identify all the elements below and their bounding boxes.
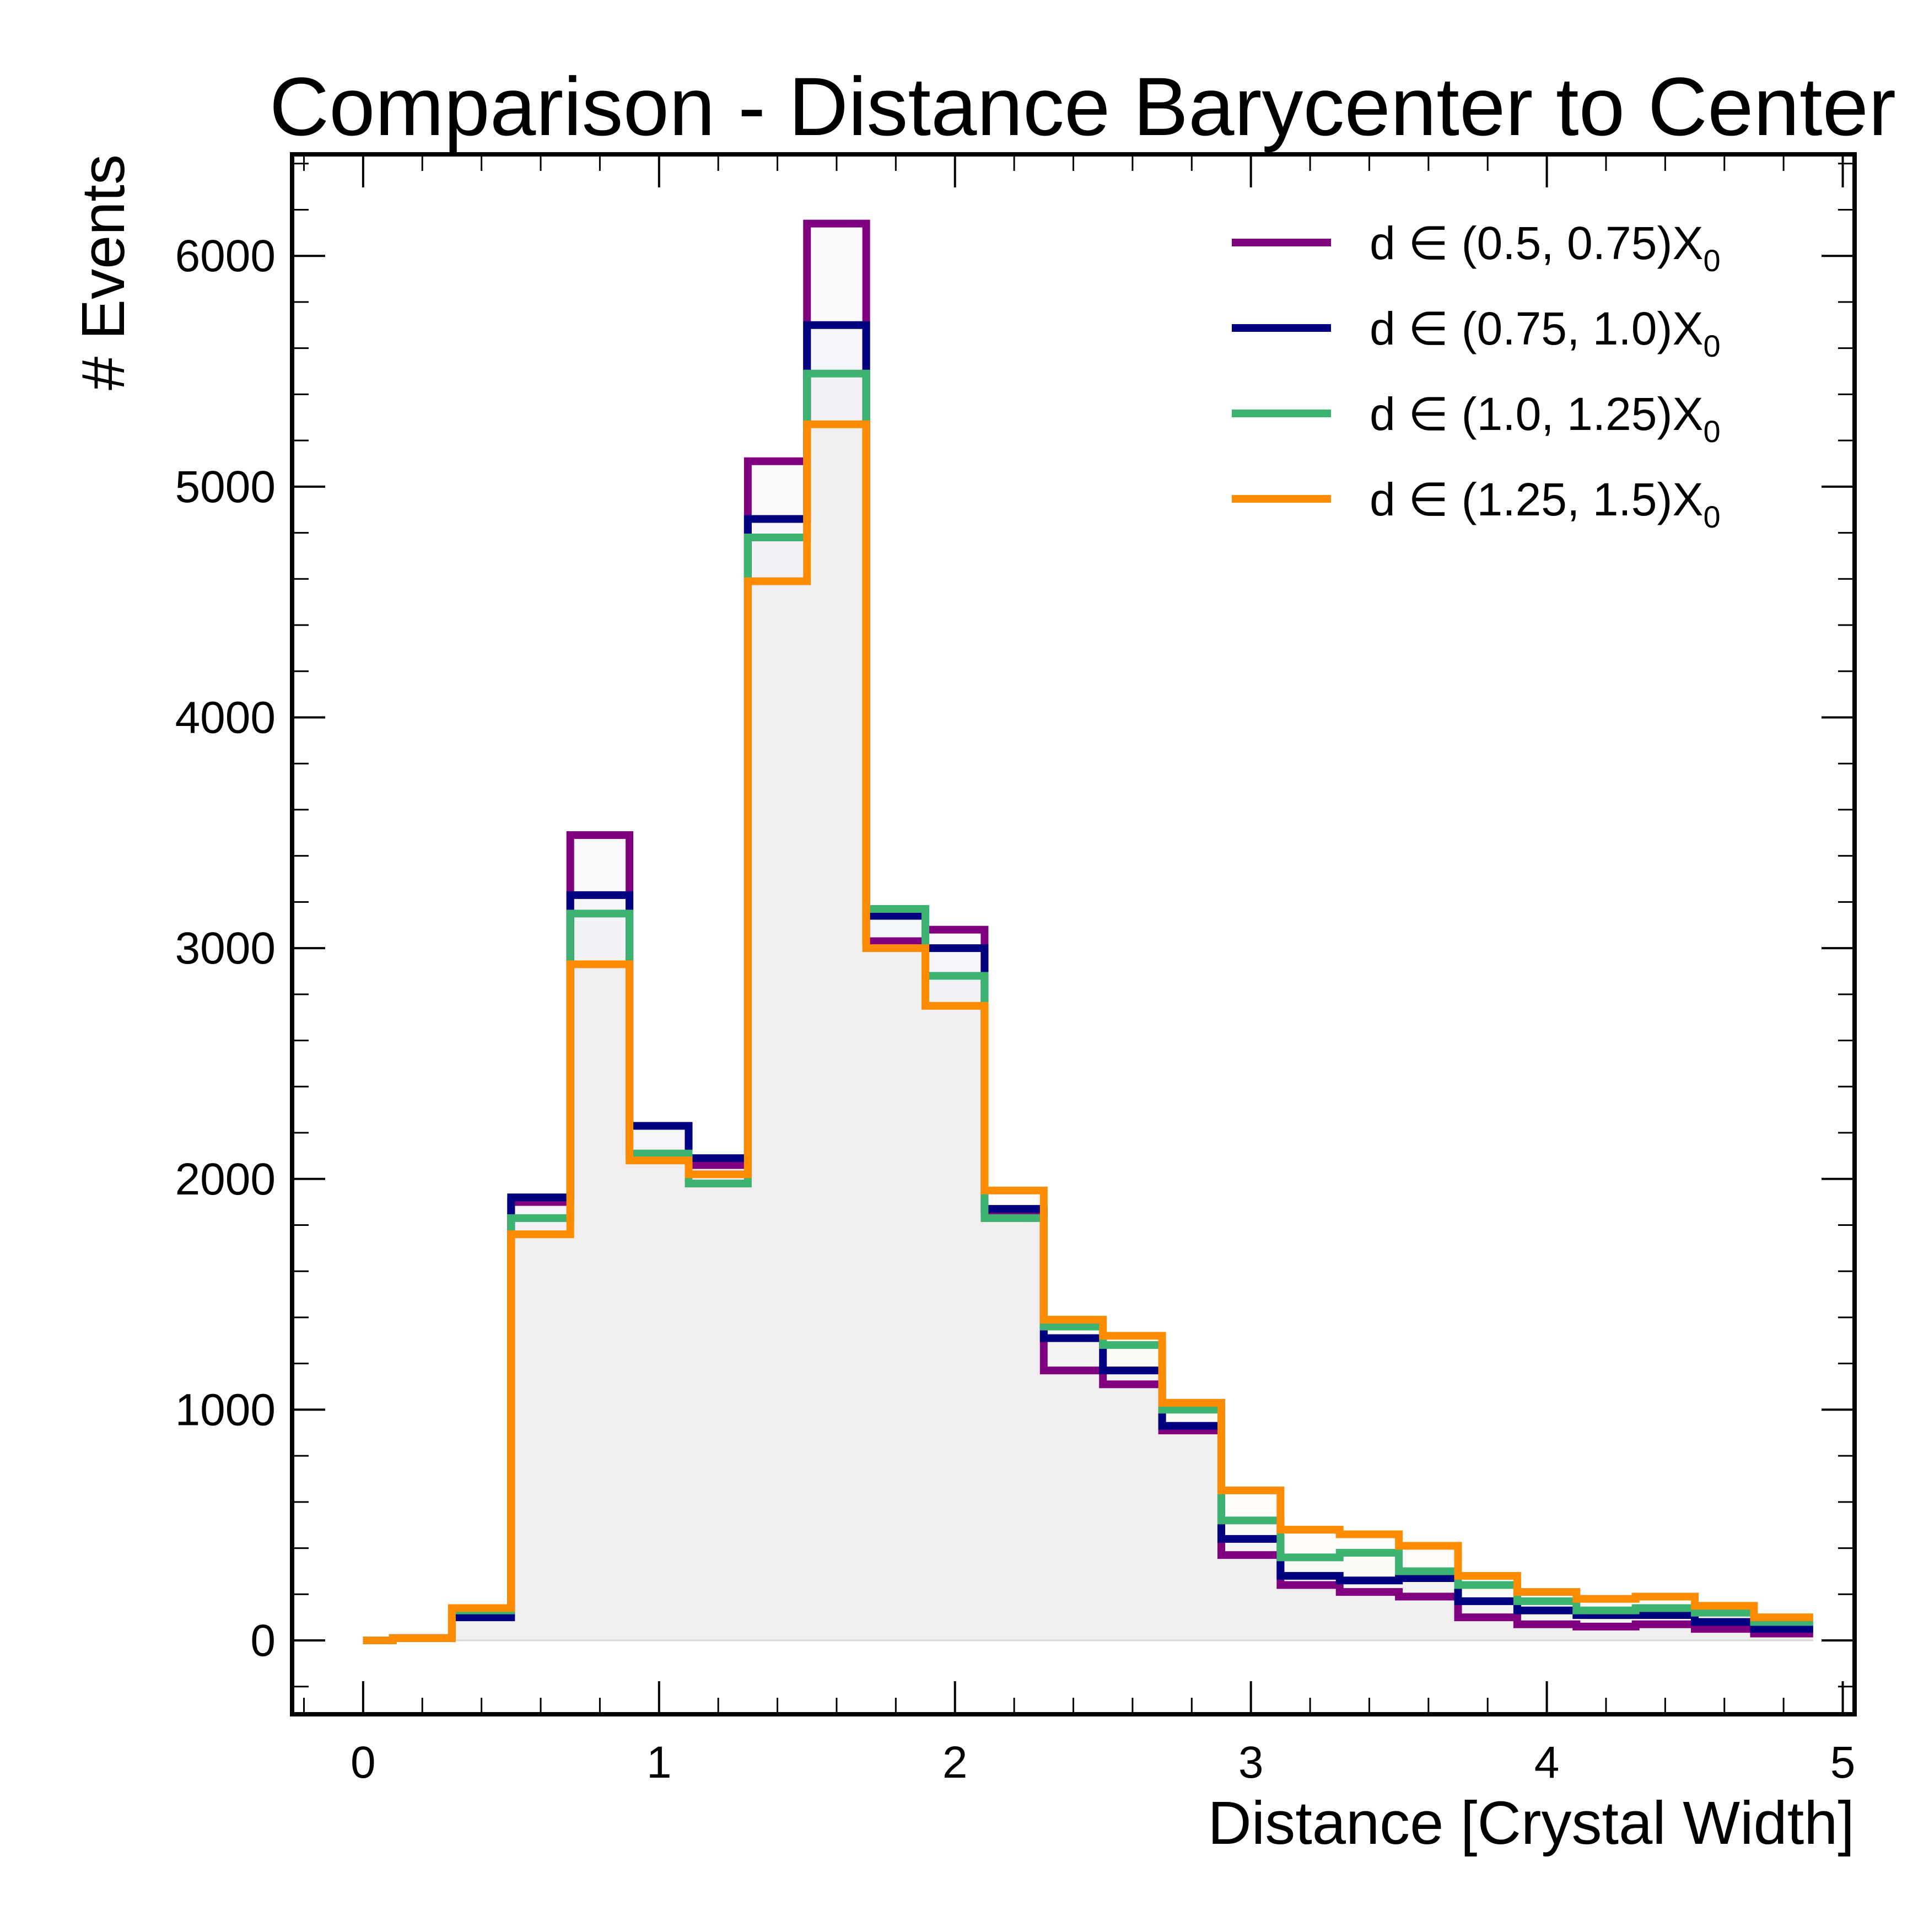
y-tick-label: 2000 <box>175 1154 276 1204</box>
legend-item-4: d ∈ (1.25, 1.5)X0 <box>1232 473 1721 534</box>
series-line-1 <box>363 219 1813 1645</box>
legend-label: d ∈ (1.0, 1.25)X0 <box>1370 388 1721 449</box>
legend: d ∈ (0.5, 0.75)X0 d ∈ (0.75, 1.0)X0 d ∈ (1… <box>1232 217 1721 534</box>
y-tick-label: 0 <box>250 1616 276 1666</box>
legend-item-2: d ∈ (0.75, 1.0)X0 <box>1232 303 1721 363</box>
series-line-2 <box>363 321 1813 1645</box>
y-tick-label: 1000 <box>175 1385 276 1435</box>
series-line-3 <box>363 369 1813 1645</box>
x-tick-label: 0 <box>351 1737 376 1788</box>
legend-subscript: 0 <box>1703 329 1720 363</box>
x-tick-label: 5 <box>1830 1737 1856 1788</box>
legend-subscript: 0 <box>1703 499 1720 534</box>
y-tick-label: 6000 <box>175 231 276 281</box>
axis-ticks-layer <box>292 154 1855 1714</box>
y-tick-label: 3000 <box>175 923 276 973</box>
x-tick-label: 2 <box>942 1737 968 1788</box>
legend-subscript: 0 <box>1703 414 1720 449</box>
y-tick-label: 4000 <box>175 692 276 742</box>
legend-label: d ∈ (0.5, 0.75)X0 <box>1370 217 1721 278</box>
tick-labels-layer: 0 1 2 3 4 5 0 1000 2000 3000 4000 5000 6000 <box>175 231 1856 1788</box>
series-line-4 <box>363 420 1813 1645</box>
legend-item-3: d ∈ (1.0, 1.25)X0 <box>1232 388 1721 449</box>
x-tick-label: 1 <box>646 1737 672 1788</box>
legend-item-1: d ∈ (0.5, 0.75)X0 <box>1232 217 1721 278</box>
y-tick-label: 5000 <box>175 462 276 512</box>
x-tick-label: 4 <box>1534 1737 1560 1788</box>
chart-title: Comparison - Distance Barycenter to Cent… <box>270 60 1896 153</box>
x-axis-title: Distance [Crystal Width] <box>1208 1789 1855 1857</box>
legend-label: d ∈ (0.75, 1.0)X0 <box>1370 303 1721 363</box>
y-axis-title: # Events <box>69 154 137 390</box>
histogram-fill-layer <box>392 424 1813 1642</box>
x-tick-label: 3 <box>1238 1737 1264 1788</box>
legend-label: d ∈ (1.25, 1.5)X0 <box>1370 473 1721 534</box>
legend-subscript: 0 <box>1703 243 1720 278</box>
histogram-series-layer <box>363 219 1813 1645</box>
plot-frame <box>290 152 1857 1716</box>
series-fill-4 <box>393 424 1813 1640</box>
